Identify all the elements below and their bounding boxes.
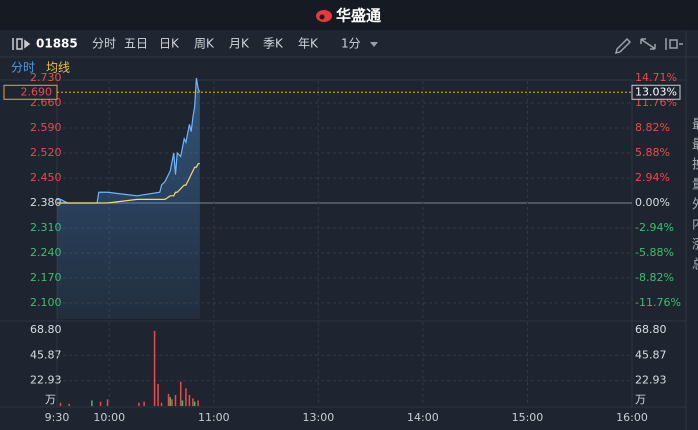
volume-bar (167, 393, 170, 406)
y2-tick-label: -2.94% (635, 221, 674, 234)
y-tick-label: 2.590 (30, 121, 62, 134)
y-tick-label: 2.380 (30, 196, 62, 209)
volume-bar (197, 400, 199, 406)
y2-tick-label: -5.88% (635, 246, 674, 259)
volume-bar (157, 383, 159, 406)
volume-bar (160, 402, 163, 406)
logo (316, 10, 332, 22)
volume-bar (138, 402, 140, 406)
side-label: 总 (692, 258, 698, 273)
y2-tick-label: 2.94% (635, 171, 670, 184)
volume-bar (174, 394, 177, 406)
side-label: 涨 (692, 238, 698, 253)
y-tick-label: 2.450 (30, 171, 62, 184)
draw-icon[interactable] (614, 37, 632, 55)
volume-bar (153, 330, 156, 406)
volume-bar (59, 402, 62, 406)
header-bar (0, 0, 698, 30)
y2-tick-label: -11.76% (635, 296, 681, 309)
volume-bar (99, 401, 102, 406)
volume-bar (192, 398, 194, 406)
last-price-label: 2.690 (21, 85, 53, 98)
indicator-tab[interactable]: 均线 (46, 61, 70, 75)
volume-tick-label: 45.87 (30, 348, 62, 361)
volume-bar (179, 381, 182, 406)
collapse-icon[interactable] (12, 38, 31, 50)
layout-icon[interactable] (665, 38, 683, 50)
toolbar (0, 31, 698, 57)
tab[interactable]: 分时 (92, 37, 116, 51)
y2-tick-label: 5.88% (635, 146, 670, 159)
series-line (57, 77, 201, 204)
x-tick-label: 14:00 (407, 411, 439, 424)
y2-tick-label: 14.71% (635, 71, 677, 84)
volume-bar (91, 400, 93, 406)
tool-icons (614, 37, 683, 55)
x-tick-label: 11:00 (198, 411, 230, 424)
side-label: 内 (692, 217, 698, 233)
price-area (57, 78, 200, 319)
side-label: 外 (692, 198, 698, 213)
tab[interactable]: 五日 (124, 37, 148, 51)
volume-tick-label: 22.93 (30, 374, 62, 387)
y2-tick-label: -8.82% (635, 271, 674, 284)
indicator-tab[interactable]: 分时 (11, 61, 35, 75)
expand-icon[interactable] (640, 38, 656, 50)
side-label: 最 (692, 118, 698, 133)
series-line (57, 163, 200, 204)
header-title: 华盛通 (336, 7, 381, 25)
volume-bar (143, 401, 145, 406)
x-tick-label: 15:00 (512, 411, 544, 424)
tab[interactable]: 月K (229, 37, 250, 51)
interval-select[interactable]: 1分 (341, 37, 361, 51)
tab[interactable]: 季K (263, 37, 284, 51)
x-tick-label: 16:00 (616, 411, 648, 424)
volume-tick-label: 22.93 (635, 374, 667, 387)
y-tick-label: 2.170 (30, 271, 62, 284)
volume-unit: 万 (45, 393, 56, 406)
y-tick-label: 2.240 (30, 246, 62, 259)
tab[interactable]: 日K (159, 37, 180, 51)
x-tick-label: 10:00 (93, 411, 125, 424)
x-tick-label: 9:30 (45, 411, 70, 424)
y2-tick-label: 0.00% (635, 196, 670, 209)
y2-tick-label: 8.82% (635, 121, 670, 134)
stock-code: 01885 (36, 37, 78, 51)
side-label: 换 (692, 158, 698, 173)
volume-tick-label: 68.80 (30, 323, 62, 336)
last-change-label: 13.03% (635, 85, 677, 98)
y-tick-label: 2.730 (30, 71, 62, 84)
side-label: 最 (692, 138, 698, 153)
volume-bar (185, 388, 187, 406)
dropdown-arrow[interactable] (370, 42, 378, 47)
volume-bar (106, 399, 109, 406)
volume-bar (193, 401, 196, 406)
y-tick-label: 2.100 (30, 296, 62, 309)
volume-bar (181, 400, 184, 406)
volume-bar (188, 394, 191, 406)
last-change-box (631, 84, 681, 100)
volume-bar (169, 397, 172, 406)
side-label: 量 (692, 178, 698, 193)
volume-unit: 万 (635, 393, 646, 406)
volume-bar (68, 403, 70, 406)
last-price-box (3, 84, 58, 100)
x-tick-label: 13:00 (303, 411, 335, 424)
tab[interactable]: 年K (298, 37, 319, 51)
tab[interactable]: 周K (194, 37, 215, 51)
y-tick-label: 2.520 (30, 146, 62, 159)
volume-tick-label: 68.80 (635, 323, 667, 336)
y-tick-label: 2.310 (30, 221, 62, 234)
volume-tick-label: 45.87 (635, 348, 667, 361)
volume-bar (171, 399, 173, 406)
